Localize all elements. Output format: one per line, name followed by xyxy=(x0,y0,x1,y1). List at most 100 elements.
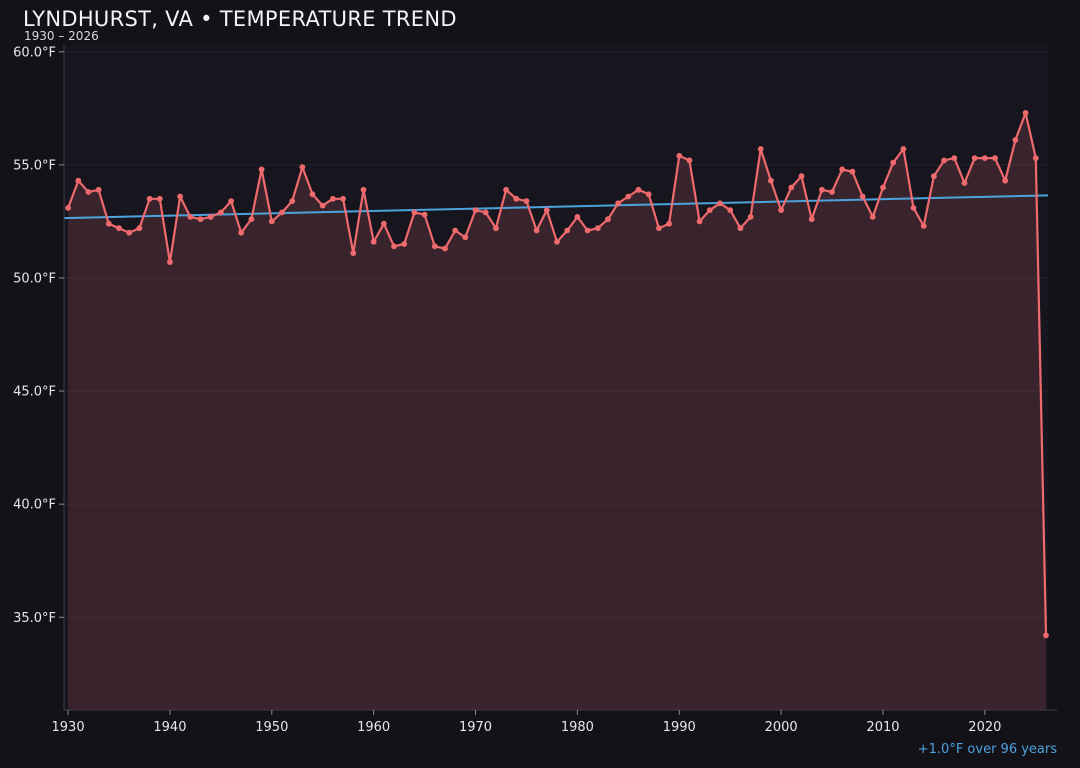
data-point-marker-2007 xyxy=(849,168,856,175)
x-tick-label: 1930 xyxy=(52,720,85,735)
x-tick-label: 1980 xyxy=(561,720,594,735)
data-point-marker-1949 xyxy=(258,166,265,173)
x-tick-label: 1940 xyxy=(153,720,186,735)
data-point-marker-1971 xyxy=(482,209,489,216)
data-point-marker-2002 xyxy=(798,173,805,180)
data-point-marker-1948 xyxy=(248,216,255,223)
data-point-marker-1986 xyxy=(635,186,642,193)
y-tick-label: 50.0°F xyxy=(13,271,56,286)
y-tick-label: 45.0°F xyxy=(13,385,56,400)
data-point-marker-2011 xyxy=(890,159,897,166)
data-point-marker-1937 xyxy=(136,225,143,232)
data-point-marker-1998 xyxy=(757,146,764,152)
data-point-marker-1962 xyxy=(391,243,397,250)
data-point-marker-1975 xyxy=(523,198,530,205)
data-point-marker-1934 xyxy=(105,220,112,227)
data-point-marker-1953 xyxy=(299,164,306,171)
temperature-line-markers xyxy=(65,110,1049,639)
data-point-marker-1950 xyxy=(268,218,275,225)
data-point-marker-1969 xyxy=(462,234,469,241)
data-point-marker-1933 xyxy=(95,186,102,193)
data-point-marker-2012 xyxy=(900,146,907,152)
data-point-marker-1945 xyxy=(218,209,224,216)
data-point-marker-1959 xyxy=(360,186,367,193)
data-point-marker-1984 xyxy=(615,200,621,207)
data-point-marker-2019 xyxy=(971,155,978,162)
data-point-marker-1944 xyxy=(207,214,214,220)
x-tick-label: 1990 xyxy=(663,720,696,735)
data-point-marker-1942 xyxy=(187,214,194,220)
data-point-marker-1994 xyxy=(717,200,723,207)
data-point-marker-1981 xyxy=(584,227,591,234)
data-point-marker-1996 xyxy=(737,225,744,232)
page-subtitle: 1930 – 2026 xyxy=(24,29,99,43)
data-point-marker-1935 xyxy=(116,225,122,232)
data-point-marker-1982 xyxy=(594,225,601,232)
data-point-marker-1987 xyxy=(645,191,652,198)
page-title: LYNDHURST, VA • TEMPERATURE TREND xyxy=(23,7,457,31)
data-point-marker-2015 xyxy=(931,173,937,180)
data-point-marker-1988 xyxy=(656,225,662,232)
x-tick-label: 1950 xyxy=(255,720,288,735)
data-point-marker-2003 xyxy=(808,216,815,223)
data-point-marker-1991 xyxy=(686,157,693,164)
data-point-marker-2025 xyxy=(1032,155,1039,162)
data-point-marker-1997 xyxy=(747,214,754,220)
data-point-marker-2001 xyxy=(788,184,795,191)
data-point-marker-1956 xyxy=(330,195,336,202)
y-gridlines xyxy=(64,51,1048,618)
data-point-marker-1970 xyxy=(472,207,479,214)
trend-summary-note: +1.0°F over 96 years xyxy=(917,742,1057,757)
data-point-marker-2008 xyxy=(859,193,866,200)
data-point-marker-2014 xyxy=(920,223,927,229)
data-point-marker-2017 xyxy=(951,155,958,162)
x-tick-label: 2000 xyxy=(765,720,798,735)
data-point-marker-1983 xyxy=(605,216,611,223)
data-point-marker-1951 xyxy=(279,209,285,216)
x-tick-label: 1960 xyxy=(357,720,390,735)
data-point-marker-1965 xyxy=(421,211,428,218)
data-point-marker-1961 xyxy=(381,220,387,227)
trend-line xyxy=(63,194,1049,220)
data-point-marker-2026 xyxy=(1043,632,1049,639)
data-point-marker-1968 xyxy=(452,227,459,234)
y-tick-label: 40.0°F xyxy=(13,498,56,513)
axis-spines xyxy=(63,45,1057,711)
data-point-marker-2005 xyxy=(829,189,835,195)
data-point-marker-1980 xyxy=(574,214,581,220)
data-point-marker-2010 xyxy=(880,184,886,191)
y-tick-label: 60.0°F xyxy=(13,45,56,60)
data-point-marker-1977 xyxy=(543,207,550,214)
data-point-marker-1992 xyxy=(696,218,703,225)
data-point-marker-1958 xyxy=(350,250,357,256)
data-point-marker-2023 xyxy=(1012,137,1019,143)
plot-background xyxy=(64,45,1048,710)
x-axis-labels: 1930 1940 1950 1960 1970 1980 1990 2000 2010 2020 xyxy=(52,710,1001,735)
data-point-marker-2000 xyxy=(778,207,784,214)
data-point-marker-1974 xyxy=(513,195,520,202)
data-point-marker-2016 xyxy=(941,157,947,164)
y-tick-label: 35.0°F xyxy=(13,611,56,626)
data-point-marker-1978 xyxy=(554,238,560,245)
data-point-marker-1995 xyxy=(727,207,734,214)
data-point-marker-1947 xyxy=(238,229,245,236)
data-point-marker-2024 xyxy=(1022,110,1029,116)
data-point-marker-1976 xyxy=(533,227,540,234)
data-point-marker-1979 xyxy=(564,227,571,234)
data-point-marker-1952 xyxy=(289,198,296,205)
data-point-marker-1973 xyxy=(503,186,509,193)
x-tick-label: 2020 xyxy=(968,720,1001,735)
data-point-marker-1946 xyxy=(228,198,235,205)
data-point-marker-1964 xyxy=(411,209,418,216)
data-point-marker-1955 xyxy=(319,202,326,209)
data-point-marker-1963 xyxy=(401,241,408,247)
data-point-marker-1940 xyxy=(167,259,173,265)
data-point-marker-1930 xyxy=(65,205,71,211)
data-point-marker-1939 xyxy=(156,195,163,202)
data-point-marker-2009 xyxy=(869,214,876,220)
data-point-marker-1990 xyxy=(676,152,683,159)
data-point-marker-2018 xyxy=(961,180,968,186)
data-point-marker-2020 xyxy=(981,155,988,162)
